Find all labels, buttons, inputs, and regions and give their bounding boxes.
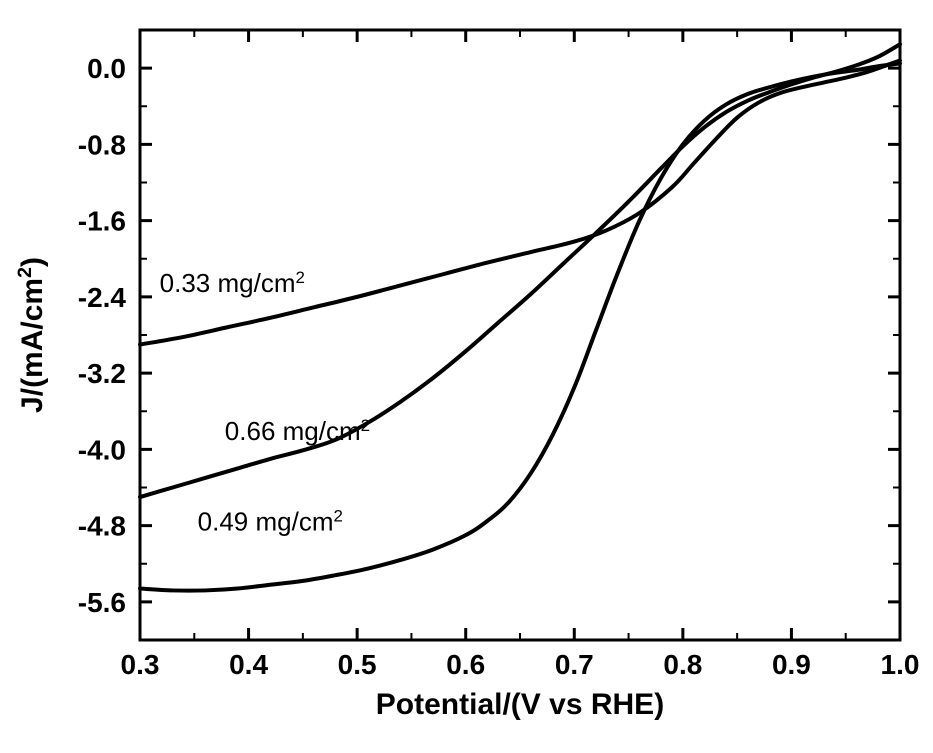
x-tick-label: 1.0 <box>881 649 920 680</box>
y-tick-label: -4.0 <box>78 434 126 465</box>
x-tick-label: 0.6 <box>446 649 485 680</box>
chart-container: 0.3 0.4 0.5 0.6 0.7 0.8 0.9 1.0 -5.6 -4.8 -4.0 -3.2… <box>0 0 933 753</box>
x-tick-label: 0.9 <box>772 649 811 680</box>
lsv-chart: 0.3 0.4 0.5 0.6 0.7 0.8 0.9 1.0 -5.6 -4.8 -4.0 -3.2… <box>0 0 933 753</box>
y-tick-label: 0.0 <box>87 53 126 84</box>
series-annotation: 0.33 mg/cm2 <box>160 268 305 299</box>
plot-frame <box>140 30 900 640</box>
series-annotation: 0.66 mg/cm2 <box>225 415 370 446</box>
x-tick-label: 0.5 <box>338 649 377 680</box>
x-tick-label: 0.7 <box>555 649 594 680</box>
x-tick-label: 0.8 <box>663 649 702 680</box>
y-tick-label: -0.8 <box>78 129 126 160</box>
y-tick-label: -2.4 <box>78 282 127 313</box>
y-tick-label: -4.8 <box>78 511 126 542</box>
x-axis-label: Potential/(V vs RHE) <box>376 688 664 721</box>
x-tick-label: 0.3 <box>121 649 160 680</box>
y-axis-label: J/(mA/cm2) <box>14 257 49 413</box>
y-tick-label: -5.6 <box>78 587 126 618</box>
y-tick-label: -3.2 <box>78 358 126 389</box>
series-annotation: 0.49 mg/cm2 <box>198 506 343 537</box>
x-tick-label: 0.4 <box>229 649 268 680</box>
y-tick-label: -1.6 <box>78 206 126 237</box>
